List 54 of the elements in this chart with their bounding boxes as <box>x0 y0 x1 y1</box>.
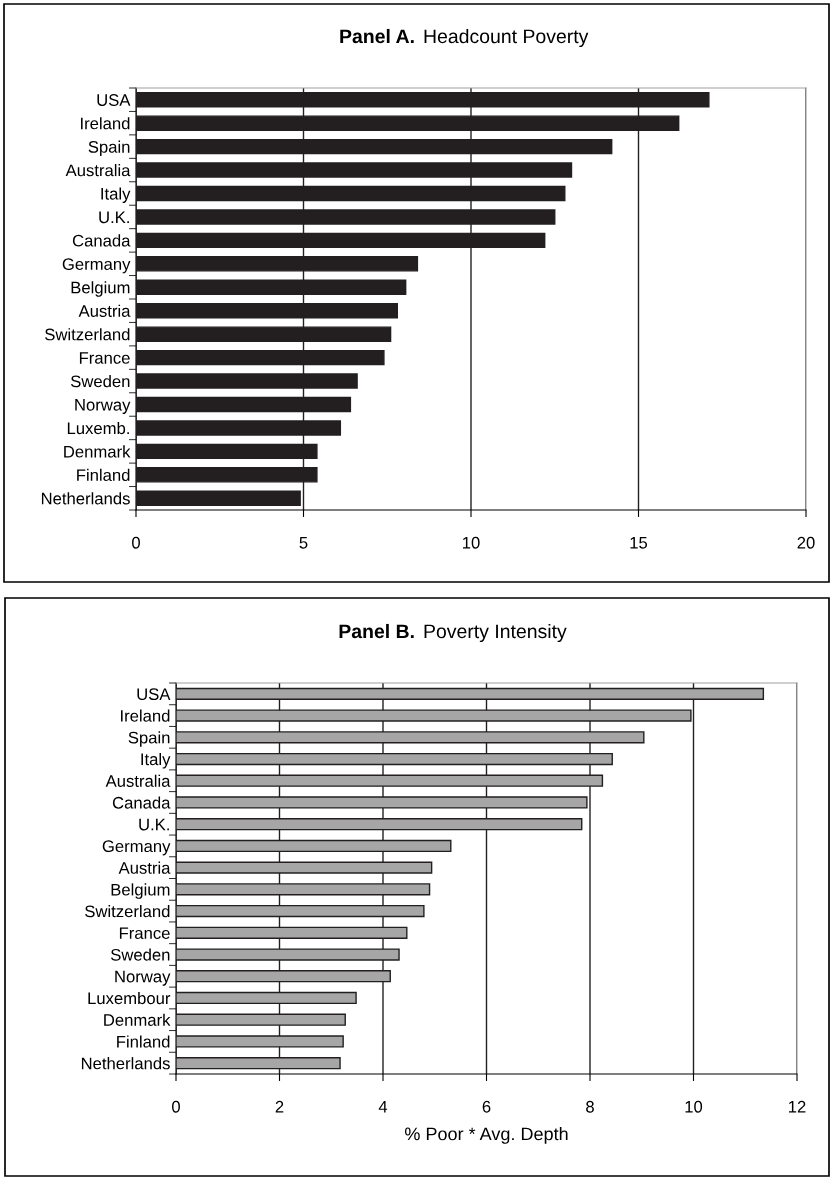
y-tick-label: Finland <box>117 1035 170 1048</box>
bar <box>136 490 301 507</box>
y-tick-label: USA <box>137 688 171 701</box>
y-tick-label: France <box>119 927 170 940</box>
y-tick-label: Switzerland <box>85 905 170 918</box>
chart-title: Panel A. <box>340 28 414 44</box>
x-tick-label: 0 <box>132 536 140 549</box>
y-tick-label: Spain <box>88 140 130 157</box>
chart-title: Panel B. <box>339 623 414 639</box>
y-tick-label: Spain <box>128 731 170 747</box>
y-tick-label: Ireland <box>81 117 130 130</box>
x-tick-label: 4 <box>378 1101 388 1113</box>
y-tick-label: Austria <box>118 861 171 874</box>
y-tick-label: Denmark <box>104 1013 171 1026</box>
x-tick-label: 2 <box>275 1100 284 1113</box>
y-tick-label: Netherlands <box>41 492 130 505</box>
y-tick-label: Belgium <box>71 281 130 297</box>
y-tick-label: Sweden <box>110 948 170 961</box>
x-tick-label: 20 <box>797 536 815 549</box>
y-tick-label: Canada <box>72 234 131 247</box>
y-tick-label: Germany <box>102 840 171 856</box>
x-tick-label: 6 <box>482 1100 491 1113</box>
chart-subtitle: Poverty Intensity <box>424 623 567 643</box>
x-axis-title: % Poor * Avg. Depth <box>405 1127 568 1144</box>
x-tick-label: 5 <box>299 537 308 549</box>
y-tick-label: Denmark <box>64 445 131 458</box>
y-tick-label: Luxemb. <box>67 421 129 435</box>
y-tick-label: Italy <box>141 752 171 769</box>
y-tick-label: Austria <box>78 304 131 317</box>
y-tick-label: Norway <box>75 399 131 414</box>
y-tick-label: Sweden <box>70 375 130 388</box>
x-tick-label: 12 <box>789 1100 806 1113</box>
y-tick-label: Australia <box>65 164 131 177</box>
y-tick-label: Switzerland <box>45 328 130 341</box>
x-tick-label: 0 <box>172 1100 180 1113</box>
y-tick-label: Norway <box>115 970 171 986</box>
y-tick-label: USA <box>97 94 131 106</box>
y-tick-label: Netherlands <box>81 1057 170 1070</box>
x-tick-label: 10 <box>463 536 480 549</box>
chart-subtitle: Headcount Poverty <box>424 28 589 48</box>
y-tick-label: Ireland <box>121 709 170 722</box>
x-tick-label: 15 <box>630 537 648 549</box>
y-tick-label: Germany <box>62 258 131 274</box>
x-tick-label: 8 <box>586 1100 594 1113</box>
y-tick-label: Australia <box>105 774 171 787</box>
y-tick-label: Luxembour <box>88 991 171 1005</box>
y-tick-label: Belgium <box>111 883 170 899</box>
y-tick-label: U.K. <box>139 818 169 831</box>
y-tick-label: Italy <box>101 187 131 203</box>
x-tick-label: 10 <box>685 1100 703 1113</box>
y-tick-label: Canada <box>112 796 171 809</box>
y-tick-label: U.K. <box>99 211 129 224</box>
y-tick-label: Finland <box>77 468 130 482</box>
y-tick-label: France <box>79 352 130 364</box>
